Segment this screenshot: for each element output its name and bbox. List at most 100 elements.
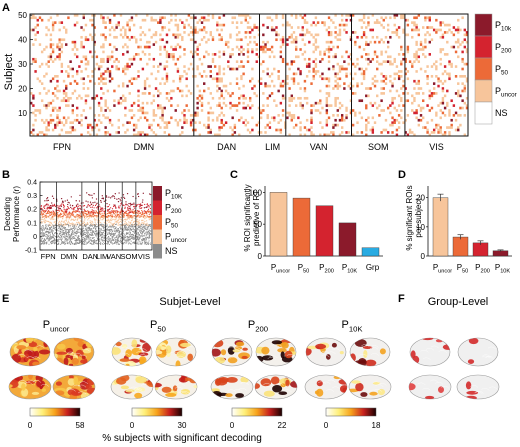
- heat-cell: [135, 38, 138, 42]
- point-p50: [54, 212, 56, 214]
- heat-cell: [84, 55, 88, 59]
- heat-cell: [424, 33, 427, 37]
- point-ns: [145, 236, 147, 239]
- heat-cell: [454, 28, 458, 32]
- heat-cell: [290, 96, 293, 100]
- point-ns: [44, 239, 46, 241]
- point-p200: [66, 211, 68, 213]
- heat-cell: [115, 131, 118, 134]
- point-ns: [70, 243, 72, 246]
- heat-cell: [148, 28, 151, 32]
- point-ns: [85, 227, 87, 229]
- heat-cell: [49, 16, 53, 20]
- heat-cell: [75, 106, 79, 110]
- heat-cell: [84, 116, 88, 120]
- heat-cell: [229, 106, 232, 110]
- point-p10k: [142, 199, 144, 201]
- point-p50: [120, 216, 122, 218]
- point-ns: [90, 231, 92, 234]
- heat-cell: [43, 133, 46, 137]
- heat-cell: [47, 65, 50, 68]
- point-puncor: [139, 223, 141, 225]
- point-ns: [68, 226, 70, 228]
- point-p10k: [117, 200, 120, 203]
- point-p200: [43, 206, 45, 208]
- point-puncor: [53, 216, 55, 218]
- heat-cell: [163, 121, 166, 124]
- heat-cell: [154, 31, 158, 34]
- heat-cell: [270, 79, 274, 83]
- point-p200: [146, 203, 148, 205]
- heat-cell: [316, 109, 320, 112]
- heat-cell: [224, 104, 228, 107]
- point-p50: [119, 213, 121, 215]
- heat-cell: [281, 94, 285, 98]
- heat-cell: [71, 40, 74, 44]
- point-p50: [61, 213, 63, 215]
- point-ns: [95, 231, 98, 233]
- heat-cell: [400, 70, 403, 73]
- heat-cell: [211, 16, 215, 20]
- heat-cell: [209, 65, 212, 68]
- heat-cell: [231, 133, 234, 137]
- heat-cell: [365, 133, 368, 137]
- heat-cell: [124, 43, 127, 46]
- heat-cell: [100, 109, 103, 112]
- heat-cell: [299, 126, 302, 129]
- point-ns: [144, 234, 146, 236]
- point-p200: [67, 206, 69, 208]
- legend-swatch: [153, 244, 162, 259]
- heat-cell: [80, 35, 83, 39]
- heat-cell: [345, 72, 348, 76]
- point-ns: [118, 243, 120, 245]
- heat-cell: [305, 75, 309, 78]
- heat-cell: [430, 26, 434, 29]
- heat-cell: [402, 104, 405, 107]
- point-ns: [86, 227, 88, 229]
- heat-cell: [196, 106, 199, 110]
- heat-cell: [198, 72, 202, 76]
- heat-cell: [365, 126, 368, 129]
- heat-cell: [389, 111, 392, 115]
- heat-cell: [393, 60, 396, 63]
- heat-cell: [288, 96, 291, 100]
- point-ns: [126, 239, 128, 241]
- c-bar: [315, 205, 334, 257]
- heat-cell: [441, 96, 445, 100]
- heat-cell: [446, 23, 449, 27]
- heat-cell: [340, 118, 344, 122]
- heat-cell: [152, 43, 156, 46]
- point-ns: [112, 242, 114, 245]
- brain-blob: [73, 338, 86, 342]
- heat-cell: [384, 128, 388, 132]
- point-ns: [129, 226, 131, 228]
- heat-cell: [38, 65, 42, 68]
- heat-cell: [71, 75, 74, 78]
- heat-cell: [443, 94, 447, 98]
- heat-cell: [266, 72, 269, 76]
- heat-cell: [235, 109, 239, 112]
- heat-cell: [365, 128, 368, 132]
- point-puncor: [146, 222, 148, 224]
- heat-cell: [448, 114, 451, 117]
- heat-cell: [373, 101, 377, 105]
- point-p10k: [139, 204, 141, 206]
- heat-cell: [299, 70, 302, 73]
- point-p50: [144, 212, 146, 214]
- panel-a-letter: A: [2, 2, 10, 14]
- d-bar: [452, 236, 469, 257]
- point-p50: [59, 214, 61, 216]
- heat-cell: [259, 45, 263, 49]
- heat-cell: [104, 21, 107, 24]
- heat-cell: [319, 133, 322, 137]
- point-ns: [82, 242, 84, 244]
- heat-cell: [73, 14, 77, 17]
- heat-cell: [316, 70, 320, 73]
- point-ns: [70, 239, 72, 241]
- point-p50: [114, 211, 116, 214]
- point-puncor: [70, 216, 72, 218]
- heat-cell: [146, 62, 149, 66]
- heat-cell: [417, 33, 421, 37]
- heat-cell: [330, 48, 333, 51]
